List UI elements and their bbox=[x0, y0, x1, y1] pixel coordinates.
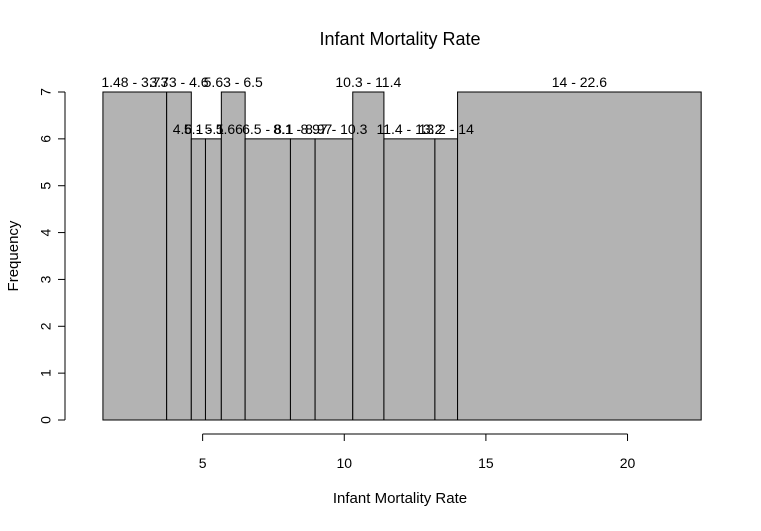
y-tick-label: 3 bbox=[38, 275, 54, 283]
x-axis-label: Infant Mortality Rate bbox=[333, 490, 467, 507]
y-tick-label: 1 bbox=[38, 369, 54, 377]
histogram-bar bbox=[244, 138, 291, 421]
y-axis-label: Frequency bbox=[5, 220, 22, 291]
y-tick-label: 4 bbox=[38, 228, 54, 236]
bar-label: 8.1 - 8.97 bbox=[273, 121, 332, 137]
bar-label: 13.2 - 14 bbox=[419, 121, 474, 137]
x-tick-label: 5 bbox=[199, 455, 207, 471]
bar-label: 10.3 - 11.4 bbox=[335, 74, 401, 90]
bar-labels-group: 1.48 - 3.733.73 - 4.6 4.6 - 5.15.1 - 5.66… bbox=[101, 74, 607, 137]
bar-label: 8.97 - 10.3 bbox=[300, 121, 367, 137]
histogram-bar bbox=[352, 91, 385, 421]
bar-label: 4.6 - 5.1 bbox=[173, 121, 225, 137]
histogram-bar bbox=[434, 138, 459, 421]
histogram-bar bbox=[289, 138, 316, 421]
y-tick-label: 0 bbox=[38, 416, 54, 424]
histogram-bar bbox=[383, 138, 436, 421]
bar-label: 3.73 - 4.6 bbox=[149, 74, 208, 90]
histogram-bar bbox=[314, 138, 354, 421]
histogram-bar bbox=[457, 91, 702, 421]
chart-title: Infant Mortality Rate bbox=[319, 29, 480, 49]
y-tick-label: 2 bbox=[38, 322, 54, 330]
bar-label: 5.63 - 6.5 bbox=[204, 74, 263, 90]
bars-group bbox=[102, 91, 702, 421]
y-axis: 0 1 2 3 4 5 6 7 bbox=[38, 88, 66, 424]
y-tick-label: 6 bbox=[38, 135, 54, 143]
x-tick-label: 20 bbox=[620, 455, 636, 471]
histogram-bar bbox=[204, 138, 222, 421]
histogram-bar bbox=[102, 91, 168, 421]
bar-label: 14 - 22.6 bbox=[552, 74, 607, 90]
histogram-bar bbox=[190, 138, 206, 421]
bar-label: 1.48 - 3.73 bbox=[101, 74, 168, 90]
y-tick-label: 5 bbox=[38, 182, 54, 190]
y-tick-label: 7 bbox=[38, 88, 54, 96]
bar-label: 11.4 - 13.2 bbox=[376, 121, 442, 137]
x-tick-label: 15 bbox=[478, 455, 494, 471]
bar-label: 6.5 - 8.1 bbox=[242, 121, 294, 137]
bar-label: 5.1 - 5.66 bbox=[184, 121, 243, 137]
histogram-bar bbox=[166, 91, 192, 421]
histogram-bar bbox=[220, 91, 246, 421]
x-tick-label: 10 bbox=[336, 455, 352, 471]
x-axis: 5 10 15 20 bbox=[199, 433, 636, 471]
